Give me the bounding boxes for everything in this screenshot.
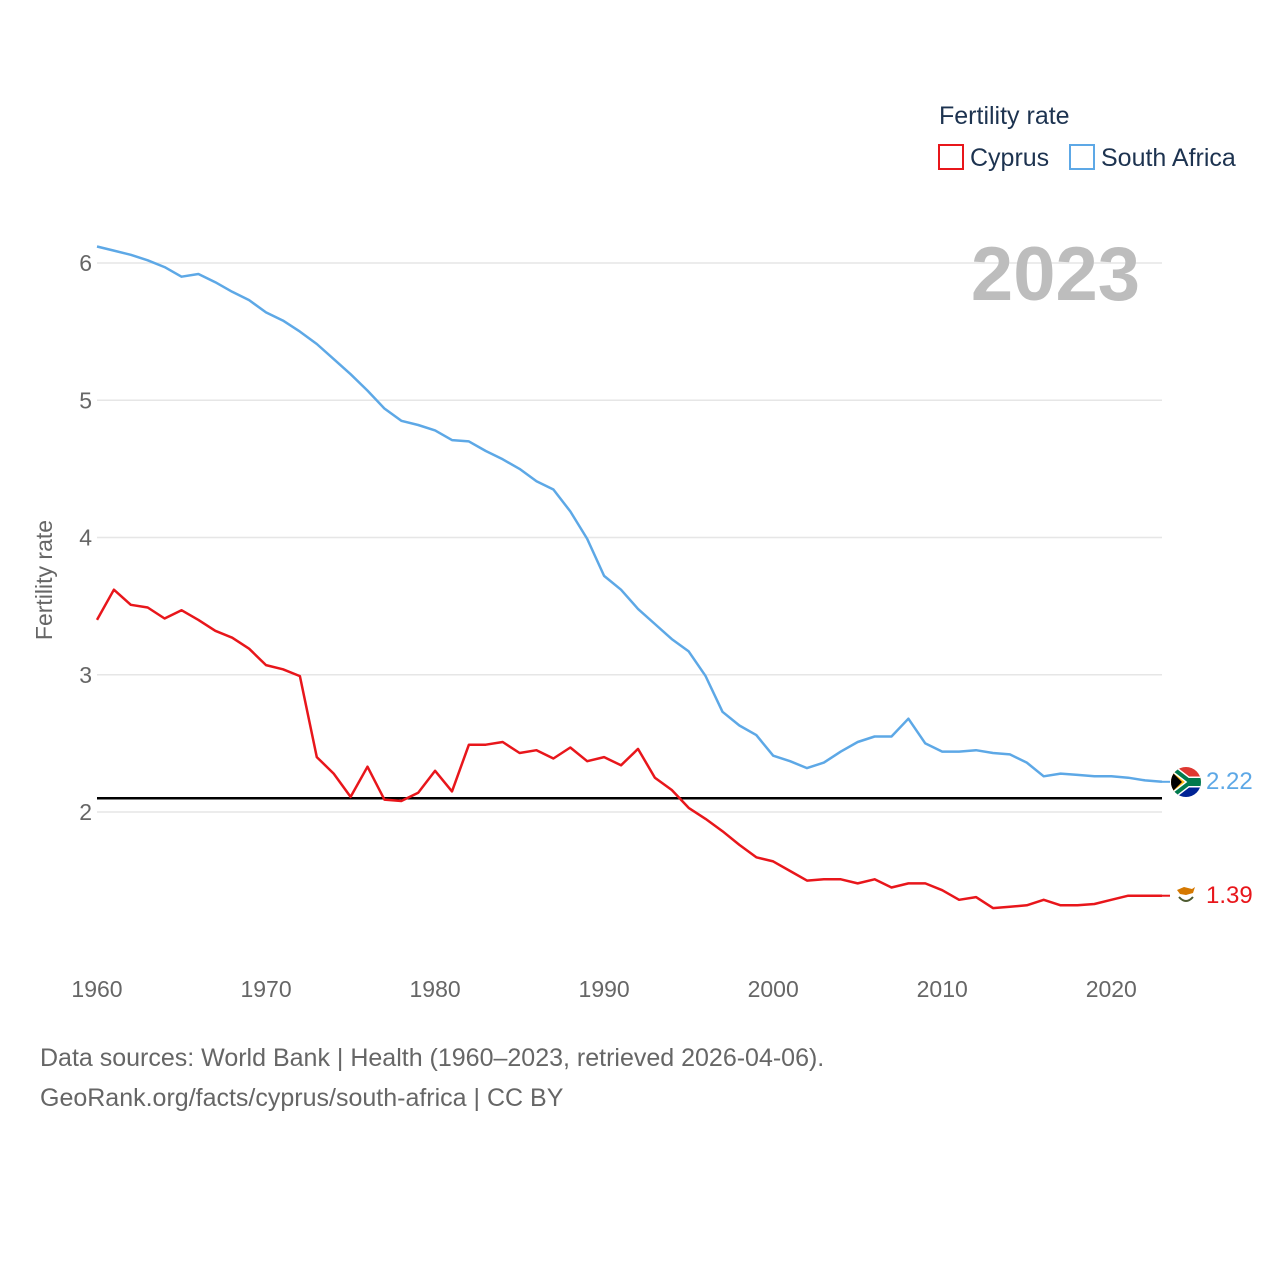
x-tick-1990: 1990 [579, 976, 630, 1002]
series-lines [95, 245, 1170, 910]
series-line-cyprus[interactable] [95, 588, 1162, 910]
cyprus-end-value: 1.39 [1206, 882, 1253, 909]
grid-lines [97, 262, 1162, 813]
footer-data-sources: Data sources: World Bank | Health (1960–… [40, 1044, 825, 1072]
y-tick-3: 3 [79, 662, 92, 688]
x-tick-1960: 1960 [71, 976, 122, 1002]
x-tick-2010: 2010 [917, 976, 968, 1002]
legend: Fertility rate Cyprus South Africa [938, 102, 1236, 172]
south-africa-flag-icon [1171, 767, 1201, 797]
y-axis-label: Fertility rate [31, 520, 57, 640]
series-line-south-africa[interactable] [96, 245, 1163, 784]
y-tick-5: 5 [79, 387, 92, 413]
legend-label-cyprus: Cyprus [970, 144, 1049, 172]
y-tick-2: 2 [79, 799, 92, 825]
south-africa-end-value: 2.22 [1206, 768, 1253, 795]
legend-item-cyprus[interactable]: Cyprus [938, 144, 1049, 172]
x-tick-1980: 1980 [410, 976, 461, 1002]
footer-source-link[interactable]: GeoRank.org/facts/cyprus/south-africa | … [40, 1084, 564, 1112]
x-tick-2020: 2020 [1086, 976, 1137, 1002]
legend-title: Fertility rate [939, 102, 1070, 130]
x-tick-2000: 2000 [748, 976, 799, 1002]
legend-swatch-cyprus [938, 144, 964, 170]
legend-swatch-south-africa [1069, 144, 1095, 170]
y-tick-6: 6 [79, 250, 92, 276]
current-year-label: 2023 [971, 232, 1140, 317]
axis-ticks: 2 3 4 5 6 1960 1970 1980 1990 2000 2010 2020 [71, 250, 1136, 1002]
legend-label-south-africa: South Africa [1101, 144, 1236, 172]
legend-item-south-africa[interactable]: South Africa [1069, 144, 1236, 172]
x-tick-1970: 1970 [240, 976, 291, 1002]
cyprus-flag-icon [1171, 881, 1201, 911]
y-tick-4: 4 [79, 525, 92, 551]
